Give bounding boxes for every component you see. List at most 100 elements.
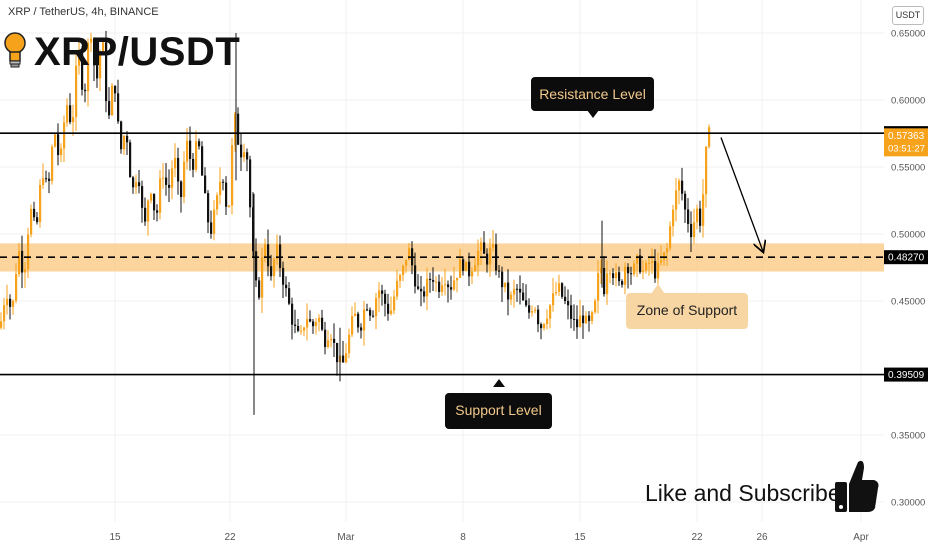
candle-body — [702, 194, 705, 226]
candle-body — [312, 321, 315, 327]
candle-body — [552, 293, 555, 306]
candle-body — [684, 193, 687, 210]
candle-body — [486, 253, 489, 265]
candle-body — [378, 290, 381, 298]
candle-body — [12, 300, 15, 307]
x-tick-label: 26 — [756, 532, 768, 543]
candle-body — [414, 265, 417, 287]
price-axis: 0.65000 0.60000 0.55000 0.50000 0.45000 0.350… — [891, 29, 925, 509]
candle-body — [96, 65, 99, 79]
candle-body — [18, 250, 21, 274]
candle-body — [42, 178, 45, 185]
candle-body — [510, 294, 513, 300]
candle-body — [285, 284, 288, 289]
y-tick-label: 0.35000 — [891, 431, 925, 442]
candle-body — [681, 180, 684, 194]
candle-body — [288, 288, 291, 304]
candle-body — [585, 315, 588, 324]
candle-body — [546, 318, 549, 325]
candle-body — [444, 284, 447, 286]
candle-body — [402, 265, 405, 275]
candle-body — [300, 330, 303, 332]
candle-body — [159, 178, 162, 213]
candle-body — [459, 259, 462, 278]
candle-body — [660, 260, 663, 263]
like-subscribe-text: Like and Subscribe — [645, 480, 841, 506]
candle-body — [558, 283, 561, 293]
candle-body — [357, 313, 360, 328]
candle-body — [105, 42, 108, 102]
candle-body — [615, 272, 618, 279]
candle-body — [345, 353, 348, 363]
candle-body — [525, 300, 528, 306]
candle-body — [327, 340, 330, 348]
candle-body — [261, 257, 264, 298]
candle-body — [393, 296, 396, 311]
currency-badge[interactable]: USDT — [892, 6, 924, 25]
candle-body — [705, 146, 708, 195]
thumbs-up-icon[interactable] — [834, 458, 880, 514]
candle-body — [81, 51, 84, 90]
candle-body — [531, 311, 534, 313]
candle-body — [678, 180, 681, 191]
candle-body — [204, 175, 207, 194]
candlestick-series — [0, 30, 711, 415]
candle-body — [648, 262, 651, 264]
candle-body — [216, 195, 219, 210]
candle-body — [75, 65, 78, 118]
candle-body — [198, 141, 201, 147]
x-tick-label: Apr — [853, 532, 869, 543]
candle-body — [468, 261, 471, 277]
candle-body — [294, 324, 297, 326]
candle-body — [672, 209, 675, 227]
candle-body — [72, 117, 75, 123]
candle-body — [543, 324, 546, 329]
price-tag — [884, 367, 928, 382]
candle-body — [513, 288, 516, 295]
candle-body — [240, 144, 243, 158]
candle-body — [498, 270, 501, 272]
candle-body — [405, 259, 408, 266]
candle-body — [249, 159, 252, 208]
candle-body — [354, 313, 357, 317]
support-callout: Support Level — [445, 393, 552, 429]
candle-body — [519, 288, 522, 293]
y-tick-label: 0.30000 — [891, 498, 925, 509]
candle-body — [534, 309, 537, 312]
candle-body — [222, 181, 225, 183]
candle-body — [114, 85, 117, 94]
countdown-label: 03:51:27 — [888, 143, 925, 154]
candle-body — [117, 93, 120, 122]
candle-body — [699, 208, 702, 226]
candle-body — [456, 277, 459, 281]
candle-body — [438, 281, 441, 292]
y-tick-label: 0.60000 — [891, 96, 925, 107]
candle-body — [6, 298, 9, 306]
candle-body — [588, 315, 591, 321]
candle-body — [492, 244, 495, 248]
candle-body — [21, 250, 24, 273]
candle-body — [165, 177, 168, 185]
candle-body — [267, 244, 270, 267]
chart-title: XRP/USDT — [34, 30, 241, 74]
candle-body — [174, 157, 177, 169]
price-axis-bg — [884, 0, 932, 550]
candle-body — [183, 161, 186, 197]
candle-body — [279, 244, 282, 268]
candle-body — [360, 327, 363, 331]
lightbulb-icon — [4, 32, 26, 68]
candle-body — [36, 217, 39, 223]
price-tag-label: 0.39509 — [888, 370, 925, 381]
candle-body — [366, 309, 369, 311]
candle-body — [177, 157, 180, 182]
candle-body — [501, 271, 504, 288]
candle-body — [318, 317, 321, 322]
candle-body — [192, 158, 195, 170]
candle-body — [570, 305, 573, 319]
candle-body — [189, 140, 192, 159]
candle-body — [642, 270, 645, 273]
candle-body — [282, 267, 285, 285]
candle-body — [708, 127, 711, 147]
candle-body — [69, 105, 72, 123]
zone-pointer-up — [651, 284, 665, 294]
